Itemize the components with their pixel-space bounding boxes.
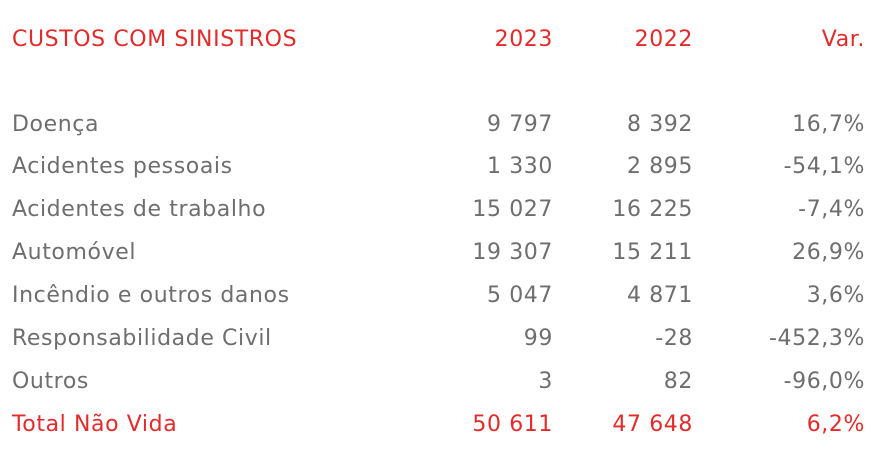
- value-2022: 15 211: [612, 240, 693, 265]
- row-label: Acidentes de trabalho: [12, 197, 267, 222]
- column-header-2023: 2023: [494, 27, 553, 52]
- row-label: Doença: [12, 112, 100, 137]
- value-variation: -7,4%: [798, 197, 865, 222]
- total-variation: 6,2%: [806, 412, 865, 437]
- value-variation: 26,9%: [792, 240, 865, 265]
- value-2022: -28: [655, 326, 693, 351]
- row-label: Incêndio e outros danos: [12, 283, 290, 308]
- value-2022: 16 225: [612, 197, 693, 222]
- table-row: Doença 9 797 8 392 16,7%: [0, 105, 879, 145]
- value-variation: -96,0%: [783, 369, 865, 394]
- value-2023: 5 047: [487, 283, 553, 308]
- total-row: Total Não Vida 50 611 47 648 6,2%: [0, 405, 879, 445]
- value-variation: 3,6%: [806, 283, 865, 308]
- value-variation: 16,7%: [792, 112, 865, 137]
- total-label: Total Não Vida: [12, 412, 178, 437]
- column-header-2022: 2022: [634, 27, 693, 52]
- table-row: Acidentes de trabalho 15 027 16 225 -7,4…: [0, 190, 879, 230]
- value-2023: 1 330: [487, 154, 553, 179]
- total-2022: 47 648: [612, 412, 693, 437]
- value-variation: -452,3%: [768, 326, 865, 351]
- table-row: Incêndio e outros danos 5 047 4 871 3,6%: [0, 276, 879, 316]
- value-2022: 2 895: [627, 154, 693, 179]
- table-row: Responsabilidade Civil 99 -28 -452,3%: [0, 319, 879, 359]
- value-2023: 3: [538, 369, 553, 394]
- value-2022: 82: [663, 369, 693, 394]
- table-header: CUSTOS COM SINISTROS 2023 2022 Var.: [0, 20, 879, 60]
- value-2023: 99: [523, 326, 553, 351]
- value-variation: -54,1%: [783, 154, 865, 179]
- column-header-variation: Var.: [821, 27, 865, 52]
- table-row: Acidentes pessoais 1 330 2 895 -54,1%: [0, 147, 879, 187]
- value-2022: 8 392: [627, 112, 693, 137]
- value-2023: 19 307: [472, 240, 553, 265]
- value-2023: 15 027: [472, 197, 553, 222]
- row-label: Responsabilidade Civil: [12, 326, 272, 351]
- value-2022: 4 871: [627, 283, 693, 308]
- table-title: CUSTOS COM SINISTROS: [12, 27, 298, 52]
- row-label: Outros: [12, 369, 89, 394]
- table-row: Automóvel 19 307 15 211 26,9%: [0, 233, 879, 273]
- row-label: Acidentes pessoais: [12, 154, 233, 179]
- total-2023: 50 611: [472, 412, 553, 437]
- row-label: Automóvel: [12, 240, 137, 265]
- table-row: Outros 3 82 -96,0%: [0, 362, 879, 402]
- value-2023: 9 797: [487, 112, 553, 137]
